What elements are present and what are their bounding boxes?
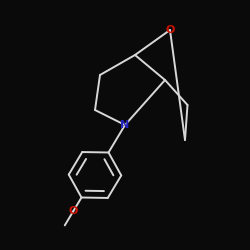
Text: O: O <box>165 25 175 35</box>
Text: N: N <box>120 120 130 130</box>
Text: O: O <box>68 206 78 216</box>
